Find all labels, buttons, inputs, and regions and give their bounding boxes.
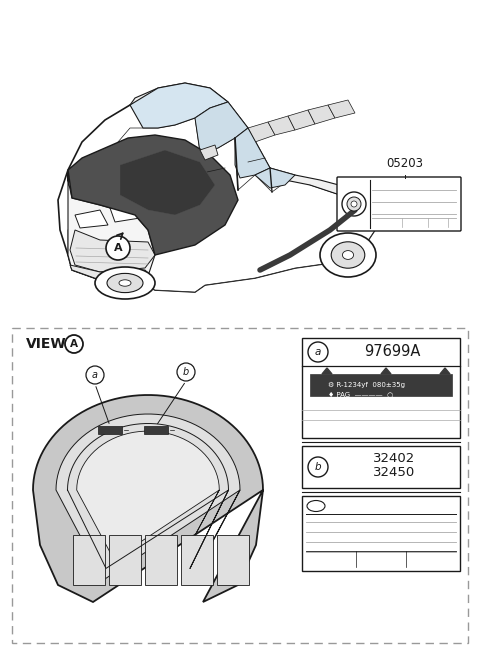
Polygon shape (255, 168, 295, 188)
FancyBboxPatch shape (145, 535, 177, 585)
Polygon shape (130, 83, 365, 200)
Polygon shape (68, 135, 238, 255)
Polygon shape (120, 150, 215, 215)
Polygon shape (200, 145, 218, 160)
Text: 05203: 05203 (386, 157, 424, 170)
Text: b: b (315, 462, 321, 472)
Polygon shape (328, 100, 355, 118)
Circle shape (342, 192, 366, 216)
Polygon shape (33, 395, 263, 602)
FancyBboxPatch shape (12, 328, 468, 643)
FancyBboxPatch shape (217, 535, 249, 585)
Polygon shape (58, 90, 375, 292)
Text: ♦ PAG  ————  ○: ♦ PAG ———— ○ (328, 392, 393, 398)
Circle shape (351, 201, 357, 207)
Text: VIEW: VIEW (26, 337, 67, 351)
Circle shape (106, 236, 130, 260)
Polygon shape (440, 368, 450, 374)
Text: 32450: 32450 (373, 466, 415, 480)
FancyBboxPatch shape (109, 535, 141, 585)
FancyBboxPatch shape (181, 535, 213, 585)
Polygon shape (195, 102, 248, 152)
Ellipse shape (107, 274, 143, 293)
Polygon shape (110, 205, 140, 222)
Polygon shape (68, 170, 155, 285)
FancyBboxPatch shape (302, 446, 460, 488)
Polygon shape (77, 431, 219, 560)
Polygon shape (68, 118, 375, 292)
Text: a: a (315, 347, 321, 357)
Ellipse shape (331, 242, 365, 268)
Text: b: b (183, 367, 189, 377)
FancyBboxPatch shape (337, 177, 461, 231)
Polygon shape (130, 83, 228, 128)
FancyBboxPatch shape (98, 426, 122, 434)
Polygon shape (235, 128, 270, 178)
Polygon shape (56, 414, 240, 580)
Circle shape (65, 335, 83, 353)
Circle shape (177, 363, 195, 381)
Text: A: A (114, 243, 122, 253)
Polygon shape (381, 368, 391, 374)
Circle shape (86, 366, 104, 384)
Polygon shape (308, 105, 335, 124)
Polygon shape (75, 210, 108, 228)
Text: A: A (70, 339, 78, 349)
FancyBboxPatch shape (302, 496, 460, 571)
Ellipse shape (320, 233, 376, 277)
Polygon shape (268, 116, 295, 135)
FancyBboxPatch shape (73, 535, 105, 585)
Ellipse shape (342, 251, 354, 259)
Text: 32402: 32402 (373, 453, 415, 466)
Polygon shape (248, 122, 275, 142)
Circle shape (308, 457, 328, 477)
Text: 97699A: 97699A (364, 344, 420, 359)
Ellipse shape (307, 501, 325, 512)
Polygon shape (288, 110, 315, 130)
Text: ⚙ R-1234yf  080±35g: ⚙ R-1234yf 080±35g (328, 382, 405, 388)
Ellipse shape (95, 267, 155, 299)
Polygon shape (322, 368, 332, 374)
Text: a: a (92, 370, 98, 380)
Circle shape (308, 342, 328, 362)
FancyBboxPatch shape (310, 374, 452, 396)
Polygon shape (70, 265, 152, 285)
FancyBboxPatch shape (144, 426, 168, 434)
Ellipse shape (119, 280, 131, 286)
FancyBboxPatch shape (302, 338, 460, 438)
Circle shape (347, 197, 361, 211)
Polygon shape (70, 230, 155, 272)
